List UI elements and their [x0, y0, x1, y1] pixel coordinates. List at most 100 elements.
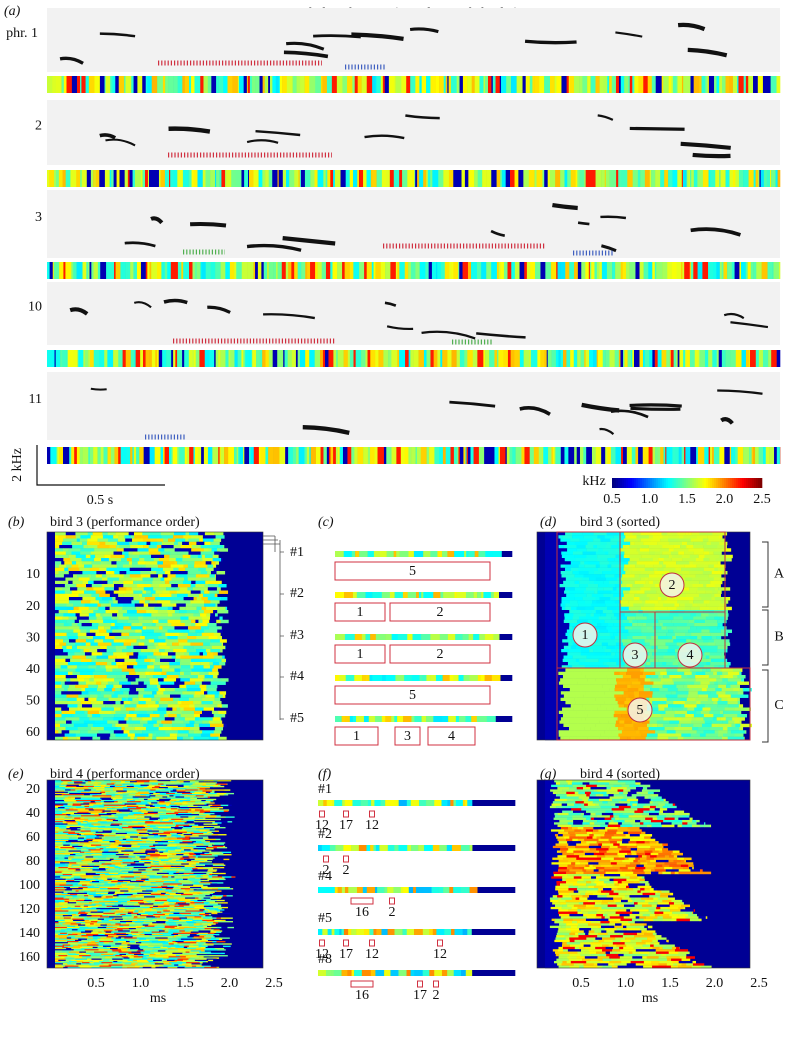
colorbar-cell — [660, 478, 663, 488]
segment — [585, 558, 598, 562]
segment — [182, 792, 193, 795]
segment — [674, 551, 679, 555]
segment — [177, 810, 186, 812]
segment — [642, 350, 646, 367]
segment — [55, 710, 62, 715]
segment — [684, 704, 697, 708]
segment — [684, 564, 697, 568]
segment — [696, 564, 709, 568]
segment — [375, 350, 379, 367]
segment — [102, 76, 105, 93]
segment — [241, 262, 248, 279]
segment — [76, 538, 81, 542]
segment — [152, 801, 160, 803]
segment — [558, 545, 565, 549]
segment — [560, 170, 565, 187]
segment — [643, 613, 649, 617]
syllable — [302, 425, 350, 435]
segment — [108, 655, 117, 659]
segment — [393, 76, 396, 93]
segment — [447, 76, 449, 93]
segment — [225, 658, 228, 663]
cluster-marker — [677, 642, 703, 668]
segment — [65, 658, 71, 663]
segment — [506, 447, 510, 464]
segment — [650, 655, 664, 659]
segment — [55, 720, 67, 724]
segment — [175, 824, 187, 827]
segment — [672, 170, 678, 187]
syllable — [163, 298, 188, 305]
segment — [273, 262, 277, 279]
segment — [77, 790, 91, 792]
segment — [685, 532, 689, 536]
segment — [153, 792, 160, 795]
segment — [194, 791, 207, 794]
segment — [90, 170, 94, 187]
segment — [720, 655, 725, 659]
segment — [604, 665, 609, 669]
segment — [700, 681, 710, 685]
segment — [395, 76, 402, 93]
segment — [77, 704, 83, 708]
segment — [89, 577, 103, 581]
segment — [78, 564, 85, 568]
segment — [590, 613, 595, 617]
segment — [555, 626, 570, 630]
segment — [602, 655, 615, 659]
segment — [652, 447, 656, 464]
segment — [647, 76, 653, 93]
segment — [121, 714, 127, 718]
segment — [693, 541, 703, 546]
segment — [719, 541, 728, 546]
segment — [602, 710, 615, 715]
segment — [725, 717, 733, 721]
segment — [144, 782, 159, 784]
segment — [609, 727, 619, 731]
segment — [367, 551, 375, 557]
segment — [245, 76, 248, 93]
segment — [195, 818, 206, 821]
segment — [590, 76, 596, 93]
segment — [710, 447, 713, 464]
segment — [212, 662, 220, 666]
segment — [662, 623, 674, 627]
segment — [55, 662, 69, 666]
segment — [100, 822, 114, 824]
segment — [128, 825, 139, 828]
segment — [548, 447, 552, 464]
colorbar-tick: 1.5 — [678, 492, 696, 507]
segment — [698, 76, 702, 93]
segment — [499, 447, 506, 464]
segment — [670, 551, 675, 555]
segment — [369, 675, 373, 681]
segment — [622, 694, 629, 698]
segment — [59, 642, 67, 646]
syllable — [599, 427, 615, 435]
segment — [652, 684, 663, 689]
segment — [665, 447, 667, 464]
segment — [84, 678, 90, 682]
segment — [118, 577, 133, 581]
segment — [216, 658, 222, 663]
segment — [167, 629, 181, 633]
segment — [753, 170, 756, 187]
segment — [708, 538, 721, 542]
motif-label: #2 — [290, 586, 304, 601]
segment — [773, 262, 780, 279]
segment — [725, 629, 733, 633]
segment — [298, 447, 305, 464]
segment — [709, 681, 715, 685]
segment — [215, 782, 218, 784]
segment — [83, 814, 95, 816]
segment — [725, 76, 730, 93]
segment — [466, 447, 469, 464]
segment — [55, 794, 62, 796]
segment — [202, 655, 215, 659]
segment — [662, 681, 675, 685]
segment — [649, 720, 658, 724]
segment — [642, 623, 647, 627]
segment — [560, 697, 565, 702]
segment — [545, 626, 552, 630]
segment — [480, 675, 485, 681]
